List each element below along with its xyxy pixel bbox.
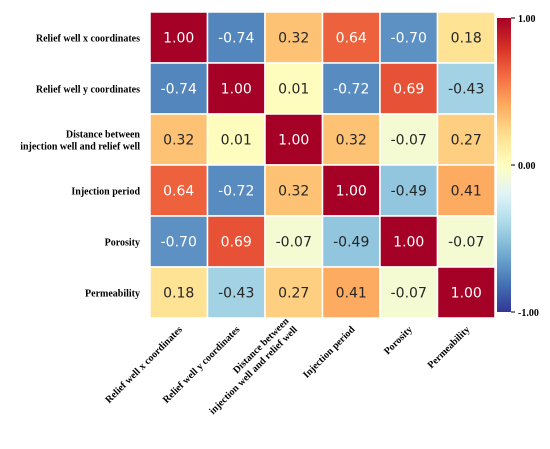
colorbar: 1.00 0.00 -1.00 bbox=[497, 14, 539, 319]
cell-value-label: 0.41 bbox=[451, 184, 482, 200]
cell-value-label: -0.49 bbox=[391, 184, 427, 200]
cell-value-label: 0.69 bbox=[221, 235, 252, 251]
row-label: Injection period bbox=[71, 187, 140, 198]
heatmap-cell bbox=[264, 164, 324, 217]
row-label: Distance between injection well and relie… bbox=[20, 130, 140, 153]
heatmap-cell bbox=[436, 113, 496, 166]
column-label: Porosity bbox=[382, 324, 415, 357]
heatmap-cell bbox=[436, 62, 496, 115]
cell-value-label: 0.32 bbox=[278, 31, 309, 47]
heatmap-cell bbox=[379, 113, 439, 166]
cell-value-label: 0.01 bbox=[278, 82, 309, 98]
heatmap-cell bbox=[264, 215, 324, 268]
cell-value-label: -0.72 bbox=[218, 184, 254, 200]
row-labels: Relief well x coordinates Relief well y c… bbox=[20, 34, 140, 300]
row-label: Relief well x coordinates bbox=[36, 34, 140, 45]
heatmap-cell bbox=[149, 266, 209, 319]
row-label: Porosity bbox=[105, 238, 140, 249]
colorbar-tick-label: 0.00 bbox=[518, 161, 536, 172]
cell-value-label: 1.00 bbox=[163, 31, 194, 47]
cell-value-label: 1.00 bbox=[221, 82, 252, 98]
cell-value-label: 0.01 bbox=[221, 133, 252, 149]
heatmap-cell bbox=[206, 164, 266, 217]
cell-value-label: 0.64 bbox=[163, 184, 194, 200]
heatmap-cell bbox=[321, 62, 381, 115]
cell-value-label: -0.43 bbox=[448, 82, 484, 98]
heatmap-cell bbox=[436, 164, 496, 217]
cell-value-label: -0.07 bbox=[391, 133, 427, 149]
cell-value-label: -0.74 bbox=[161, 82, 197, 98]
heatmap-cell bbox=[149, 11, 209, 64]
cell-value-label: 0.69 bbox=[393, 82, 424, 98]
cell-value-label: 1.00 bbox=[278, 133, 309, 149]
cell-value-label: 1.00 bbox=[336, 184, 367, 200]
heatmap-cell bbox=[206, 113, 266, 166]
row-label: Permeability bbox=[85, 289, 140, 300]
heatmap-cell bbox=[379, 215, 439, 268]
heatmap-cell bbox=[379, 164, 439, 217]
cell-value-label: 0.64 bbox=[336, 31, 367, 47]
colorbar-gradient bbox=[497, 18, 511, 312]
column-label: Injection period bbox=[301, 324, 358, 381]
cell-value-label: 0.27 bbox=[278, 286, 309, 302]
heatmap-cell bbox=[321, 164, 381, 217]
heatmap-cell bbox=[379, 266, 439, 319]
colorbar-tick-label: -1.00 bbox=[518, 308, 539, 319]
heatmap-cell bbox=[206, 11, 266, 64]
heatmap-cell bbox=[321, 215, 381, 268]
cell-value-label: 0.32 bbox=[278, 184, 309, 200]
cell-value-label: -0.07 bbox=[448, 235, 484, 251]
cell-value-label: -0.74 bbox=[218, 31, 254, 47]
heatmap-cells: 1.00 -0.74 0.32 0.64 -0.70 0.18 -0.74 1.00 0.01 -… bbox=[149, 11, 496, 319]
heatmap-cell bbox=[436, 215, 496, 268]
cell-value-label: 1.00 bbox=[393, 235, 424, 251]
cell-value-label: -0.07 bbox=[391, 286, 427, 302]
cell-value-label: -0.49 bbox=[333, 235, 369, 251]
column-label: Distance betweeninjection well and relie… bbox=[199, 316, 300, 417]
cell-value-label: 0.18 bbox=[163, 286, 194, 302]
cell-value-label: -0.72 bbox=[333, 82, 369, 98]
heatmap-cell bbox=[149, 164, 209, 217]
column-label: Permeability bbox=[426, 324, 473, 371]
cell-value-label: 0.32 bbox=[163, 133, 194, 149]
heatmap-cell bbox=[206, 62, 266, 115]
cell-value-label: 0.32 bbox=[336, 133, 367, 149]
cell-value-label: 0.18 bbox=[451, 31, 482, 47]
cell-value-label: 1.00 bbox=[451, 286, 482, 302]
heatmap-cell bbox=[436, 266, 496, 319]
cell-value-label: -0.07 bbox=[276, 235, 312, 251]
row-label: Relief well y coordinates bbox=[36, 85, 140, 96]
heatmap-cell bbox=[321, 266, 381, 319]
cell-value-label: 0.41 bbox=[336, 286, 367, 302]
heatmap-cell bbox=[321, 113, 381, 166]
cell-value-label: 0.27 bbox=[451, 133, 482, 149]
cell-value-label: -0.70 bbox=[161, 235, 197, 251]
cell-value-label: -0.43 bbox=[218, 286, 254, 302]
cell-value-label: -0.70 bbox=[391, 31, 427, 47]
colorbar-tick-label: 1.00 bbox=[518, 14, 536, 25]
heatmap-cell bbox=[436, 11, 496, 64]
